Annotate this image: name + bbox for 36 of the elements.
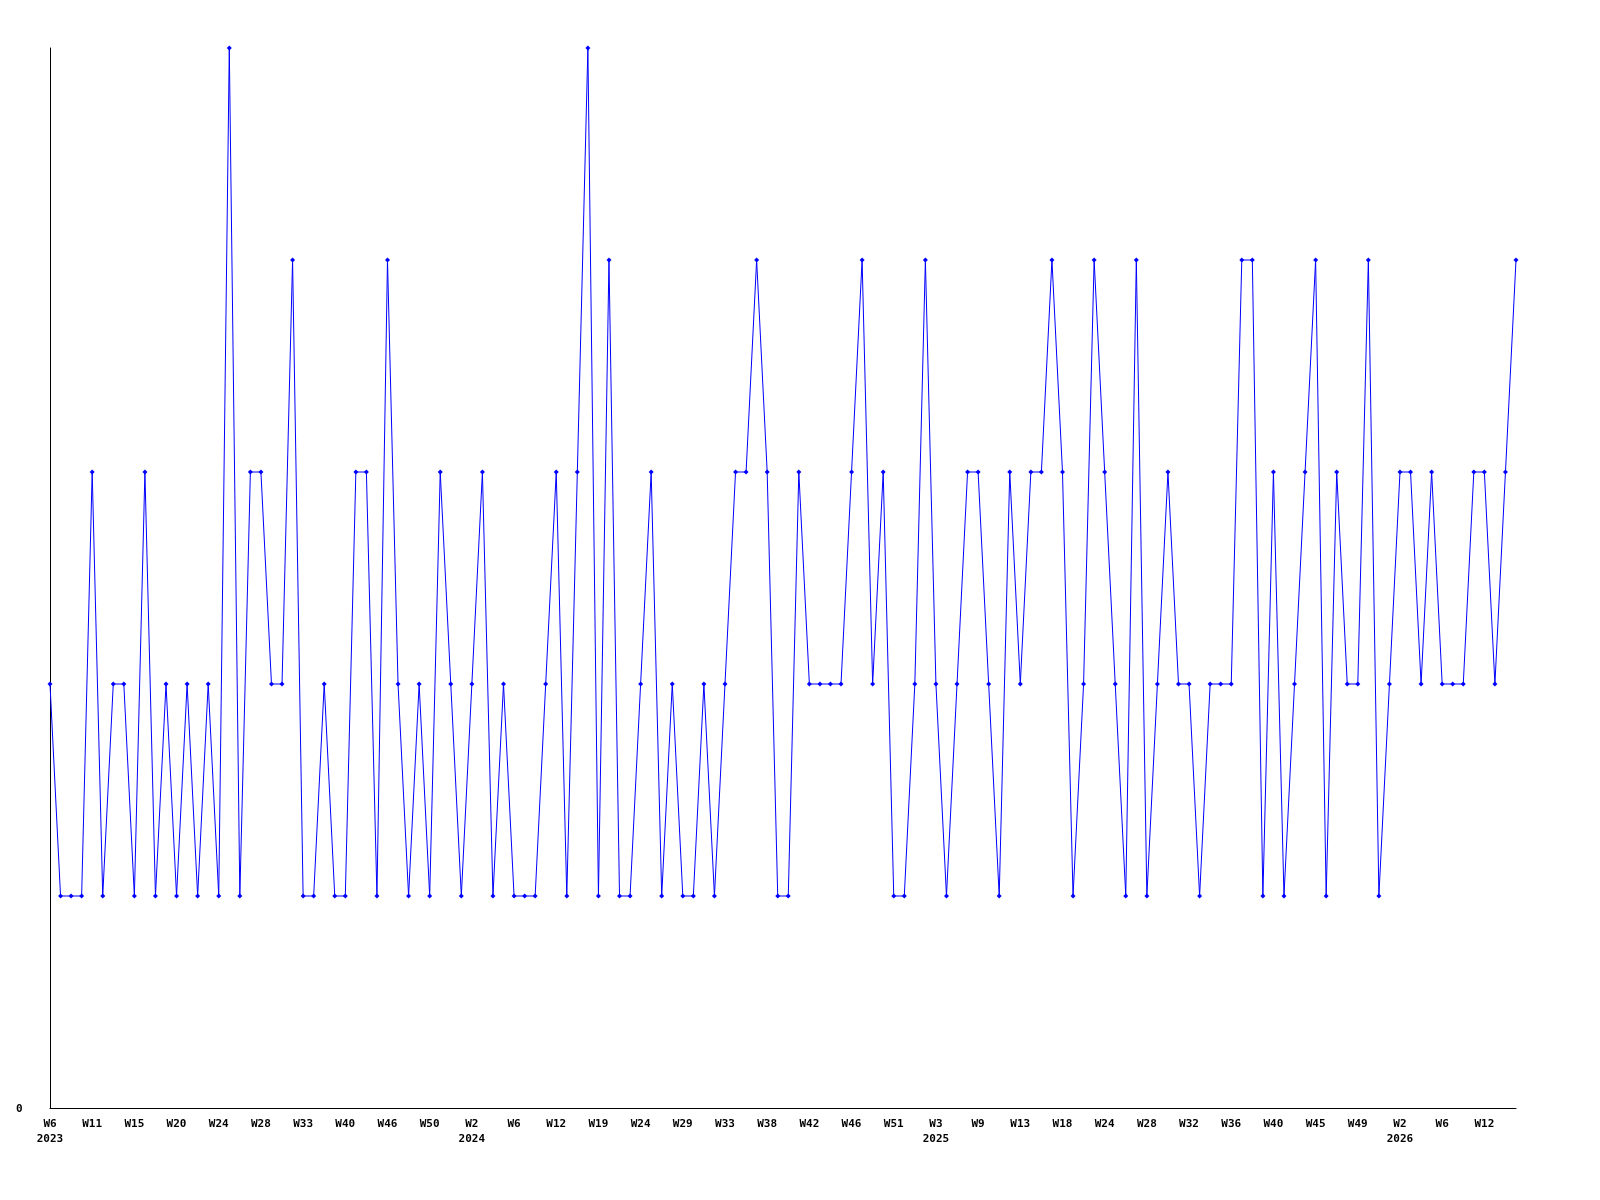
x-tick-label: W49: [1347, 1117, 1368, 1130]
x-tick-label: W2 2024: [458, 1117, 486, 1145]
x-tick-label: W11: [82, 1117, 103, 1130]
x-tick-label: W24: [1094, 1117, 1115, 1130]
x-tick-label: W46: [841, 1117, 862, 1130]
x-tick-label: W19: [588, 1117, 609, 1130]
x-tick-label: W18: [1052, 1117, 1073, 1130]
x-tick-label: W29: [672, 1117, 693, 1130]
x-tick-label: W40: [335, 1117, 356, 1130]
x-tick-label: W6: [1435, 1117, 1450, 1130]
x-tick-label: W12: [546, 1117, 567, 1130]
x-tick-label: W42: [799, 1117, 820, 1130]
x-tick-label: W46: [377, 1117, 398, 1130]
text: 0: [16, 1102, 23, 1115]
x-tick-label: W13: [1010, 1117, 1031, 1130]
x-tick-label: W33: [293, 1117, 314, 1130]
x-tick-label: W28: [1136, 1117, 1157, 1130]
x-tick-label: W38: [757, 1117, 778, 1130]
x-tick-label: W15: [124, 1117, 145, 1130]
x-tick-label: W50: [419, 1117, 440, 1130]
x-tick-label: W12: [1474, 1117, 1495, 1130]
x-tick-label: W45: [1305, 1117, 1326, 1130]
x-tick-label: W33: [715, 1117, 735, 1130]
x-tick-label: W40: [1263, 1117, 1284, 1130]
x-tick-label: W28: [251, 1117, 271, 1130]
x-tick-label: W9: [971, 1117, 985, 1130]
x-tick-label: W6 2023: [36, 1117, 64, 1145]
x-tick-label: W32: [1179, 1117, 1199, 1130]
x-tick-label: W3 2025: [922, 1117, 950, 1145]
x-tick-label: W24: [630, 1117, 651, 1130]
x-tick-label: W20: [166, 1117, 187, 1130]
x-tick-label: W24: [208, 1117, 230, 1130]
x-tick-label: W6: [507, 1117, 522, 1130]
x-tick-label: W2 2026: [1386, 1117, 1414, 1145]
x-tick-label: W51: [883, 1117, 905, 1130]
x-tick-label: W36: [1221, 1117, 1242, 1130]
